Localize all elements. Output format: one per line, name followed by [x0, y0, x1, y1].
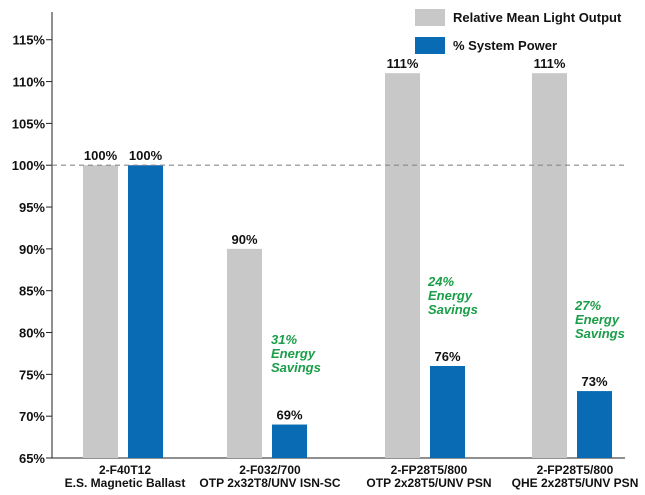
bar-system-power — [430, 365, 465, 458]
data-label: 100% — [84, 148, 118, 163]
data-label: 100% — [129, 148, 163, 163]
category-label: 2-FP28T5/800 — [391, 463, 468, 477]
data-label: 90% — [231, 232, 257, 247]
category-label: QHE 2x28T5/UNV PSN — [512, 476, 639, 490]
category-label: 2-FP28T5/800 — [537, 463, 614, 477]
bar-light-output — [83, 165, 118, 458]
y-tick-label: 85% — [19, 284, 45, 299]
y-tick-label: 90% — [19, 242, 45, 257]
category-label: E.S. Magnetic Ballast — [65, 476, 186, 490]
category-label: 2-F40T12 — [99, 463, 151, 477]
y-tick-label: 65% — [19, 451, 45, 466]
category-label: 2-F032/700 — [239, 463, 301, 477]
y-tick-label: 105% — [12, 116, 46, 131]
bar-light-output — [227, 248, 262, 458]
energy-savings-annotation: Savings — [271, 360, 321, 375]
data-label: 111% — [534, 56, 566, 71]
energy-savings-annotation: Savings — [575, 326, 625, 341]
data-label: 76% — [434, 349, 460, 364]
data-label: 73% — [581, 374, 607, 389]
legend-swatch — [415, 9, 445, 26]
y-tick-label: 70% — [19, 409, 45, 424]
bar-system-power — [128, 165, 163, 458]
bar-light-output — [385, 73, 420, 458]
y-tick-label: 110% — [12, 75, 45, 90]
energy-savings-annotation: Energy — [428, 288, 473, 303]
y-tick-label: 80% — [19, 326, 45, 341]
energy-savings-annotation: 24% — [427, 274, 454, 289]
bar-light-output — [532, 73, 567, 458]
y-tick-label: 100% — [12, 158, 46, 173]
category-label: OTP 2x32T8/UNV ISN-SC — [199, 476, 340, 490]
data-label: 111% — [387, 56, 419, 71]
category-label: OTP 2x28T5/UNV PSN — [366, 476, 491, 490]
energy-savings-annotation: 27% — [574, 298, 601, 313]
y-tick-label: 115% — [12, 33, 45, 48]
energy-savings-annotation: Energy — [575, 312, 620, 327]
energy-savings-annotation: 31% — [271, 332, 297, 347]
legend-label: Relative Mean Light Output — [453, 10, 622, 25]
energy-savings-annotation: Savings — [428, 302, 478, 317]
bar-system-power — [577, 391, 612, 458]
legend-swatch — [415, 37, 445, 54]
energy-savings-annotation: Energy — [271, 346, 316, 361]
legend-label: % System Power — [453, 38, 557, 53]
y-tick-label: 95% — [19, 200, 45, 215]
data-label: 69% — [276, 408, 302, 423]
bar-system-power — [272, 424, 307, 458]
y-tick-label: 75% — [19, 367, 45, 382]
